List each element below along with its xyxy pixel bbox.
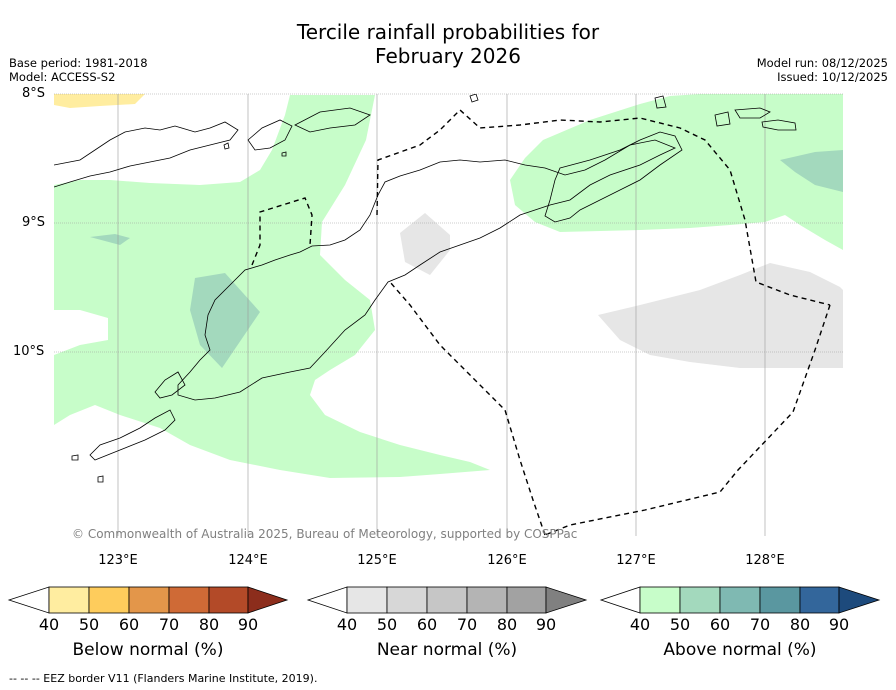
title-line-1: Tercile rainfall probabilities for <box>296 20 600 44</box>
lat-label-8s: 8°S <box>22 86 46 101</box>
near-tick-60: 60 <box>416 615 438 634</box>
coast-alor-east <box>294 107 371 133</box>
near-arrow-low <box>306 586 348 614</box>
near-tick-90: 90 <box>535 615 557 634</box>
near-seg-50-60 <box>386 586 428 614</box>
near-seg-70-80 <box>466 586 508 614</box>
below-tick-90: 90 <box>237 615 259 634</box>
near-normal-region-east <box>598 263 843 368</box>
below-seg-40-50 <box>48 586 90 614</box>
above-tick-40: 40 <box>629 615 651 634</box>
eez-border <box>251 109 831 536</box>
below-tick-60: 60 <box>118 615 140 634</box>
copyright-notice: © Commonwealth of Australia 2025, Bureau… <box>72 527 578 541</box>
below-arrow-high <box>247 586 289 614</box>
above-normal-region-east <box>510 94 843 250</box>
below-seg-50-60 <box>88 586 130 614</box>
coast-wetar <box>544 131 683 223</box>
eez-north <box>376 109 831 306</box>
lat-label-10s: 10°S <box>13 344 45 359</box>
coastlines <box>54 94 797 483</box>
above-normal-region-west <box>54 95 490 478</box>
above-tick-80: 80 <box>789 615 811 634</box>
map-title: Tercile rainfall probabilities for Febru… <box>0 20 896 68</box>
near-tick-80: 80 <box>496 615 518 634</box>
above-tick-50: 50 <box>669 615 691 634</box>
coast-sawu <box>89 409 176 461</box>
near-normal-region-central <box>400 213 450 275</box>
above-tick-60: 60 <box>709 615 731 634</box>
coast-timor <box>177 139 677 401</box>
coast-islet-4 <box>714 111 731 127</box>
above-seg-60-70 <box>719 586 761 614</box>
eez-west <box>389 281 546 536</box>
title-line-2: February 2026 <box>375 44 521 68</box>
near-tick-70: 70 <box>456 615 478 634</box>
above-arrow-high <box>838 586 881 614</box>
coast-islet-1 <box>223 142 230 150</box>
colorbar-near <box>306 586 588 614</box>
coast-islet-2 <box>281 151 287 157</box>
coast-flores-alor <box>54 121 239 188</box>
issued-date: Issued: 10/12/2025 <box>777 70 888 84</box>
below-tick-70: 70 <box>158 615 180 634</box>
near-seg-40-50 <box>346 586 388 614</box>
above-seg-40-50 <box>639 586 681 614</box>
eez-footnote: -- -- -- EEZ border V11 (Flanders Marine… <box>9 672 318 685</box>
colorbar-above <box>599 586 881 614</box>
lon-label-126e: 126°E <box>487 553 527 568</box>
below-seg-80-90 <box>208 586 249 614</box>
above-normal-50-small <box>90 234 130 245</box>
lon-label-125e: 125°E <box>357 553 397 568</box>
above-seg-70-80 <box>759 586 801 614</box>
above-normal-50-west <box>190 273 260 368</box>
above-seg-50-60 <box>679 586 721 614</box>
above-tick-70: 70 <box>749 615 771 634</box>
lon-label-128e: 128°E <box>745 553 785 568</box>
coast-islet-9 <box>469 94 479 103</box>
near-arrow-high <box>545 586 588 614</box>
legend-above-label: Above normal (%) <box>663 640 817 660</box>
below-normal-region-north <box>54 94 145 108</box>
coast-rote <box>154 371 186 399</box>
near-tick-40: 40 <box>336 615 358 634</box>
below-tick-80: 80 <box>198 615 220 634</box>
coast-pantar <box>247 119 293 151</box>
base-period: Base period: 1981-2018 <box>9 56 148 70</box>
lon-label-124e: 124°E <box>228 553 268 568</box>
near-seg-60-70 <box>426 586 468 614</box>
below-tick-40: 40 <box>38 615 60 634</box>
meta-right: Model run: 08/12/2025 Issued: 10/12/2025 <box>757 56 888 84</box>
coast-islet-3 <box>654 95 667 109</box>
near-seg-80-90 <box>506 586 547 614</box>
meta-left: Base period: 1981-2018 Model: ACCESS-S2 <box>9 56 148 84</box>
lon-label-127e: 127°E <box>616 553 656 568</box>
legend-near-label: Near normal (%) <box>376 640 518 660</box>
model-name: Model: ACCESS-S2 <box>9 70 116 84</box>
above-seg-80-90 <box>799 586 840 614</box>
map-canvas <box>54 93 843 536</box>
model-run: Model run: 08/12/2025 <box>756 56 888 70</box>
probability-fills <box>54 94 843 478</box>
legend-colorbars <box>7 586 881 614</box>
legend-below-label: Below normal (%) <box>72 640 224 660</box>
eez-south <box>544 304 831 536</box>
below-arrow-low <box>7 586 50 614</box>
above-arrow-low <box>599 586 641 614</box>
coast-islet-7 <box>71 454 79 461</box>
above-normal-50-east <box>780 150 843 192</box>
coast-islet-6 <box>734 107 771 119</box>
above-tick-90: 90 <box>828 615 850 634</box>
coast-islet-8 <box>97 475 104 483</box>
lat-label-9s: 9°S <box>22 215 46 230</box>
below-tick-50: 50 <box>78 615 100 634</box>
below-seg-70-80 <box>168 586 210 614</box>
lon-label-123e: 123°E <box>98 553 138 568</box>
near-tick-50: 50 <box>376 615 398 634</box>
coast-islet-5 <box>761 119 797 131</box>
below-seg-60-70 <box>128 586 170 614</box>
colorbar-below <box>7 586 289 614</box>
gridlines <box>54 93 843 536</box>
